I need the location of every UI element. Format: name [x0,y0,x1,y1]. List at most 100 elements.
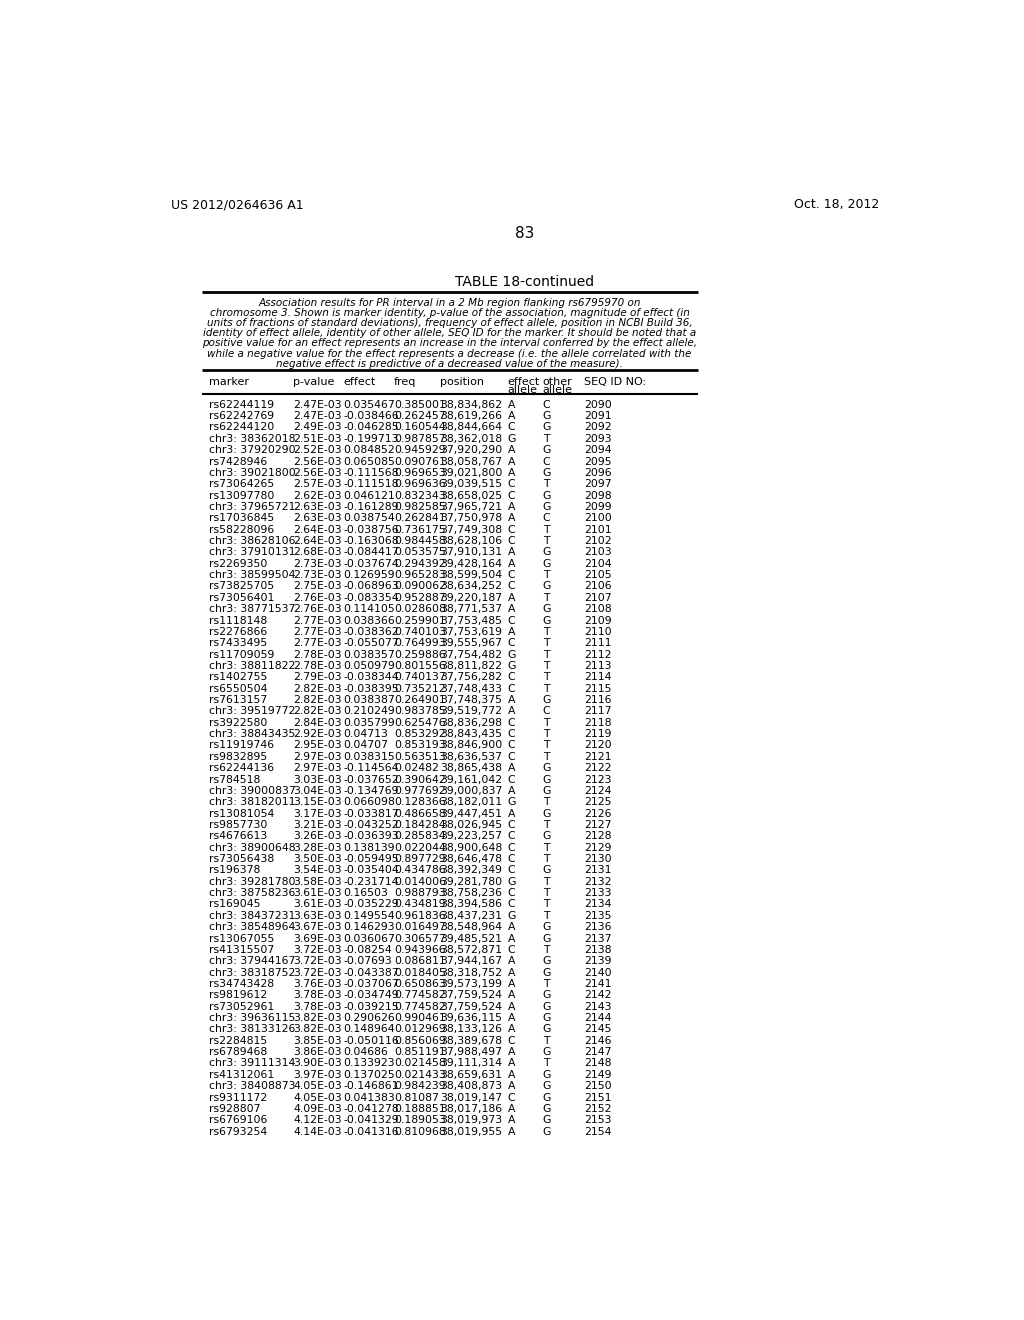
Text: chr3: 38628106: chr3: 38628106 [209,536,296,546]
Text: 38,389,678: 38,389,678 [440,1036,503,1045]
Text: 0.982585: 0.982585 [394,502,445,512]
Text: Oct. 18, 2012: Oct. 18, 2012 [794,198,879,211]
Text: 3.67E-03: 3.67E-03 [293,923,342,932]
Text: G: G [543,809,551,818]
Text: 0.160544: 0.160544 [394,422,445,433]
Text: G: G [543,605,551,614]
Text: 83: 83 [515,226,535,242]
Text: rs2276866: rs2276866 [209,627,267,636]
Text: G: G [543,548,551,557]
Text: 0.983785: 0.983785 [394,706,445,717]
Text: chr3: 38811822: chr3: 38811822 [209,661,296,671]
Text: 2135: 2135 [584,911,611,921]
Text: T: T [543,718,549,727]
Text: G: G [543,1115,551,1125]
Text: chr3: 38758236: chr3: 38758236 [209,888,296,898]
Text: 2.63E-03: 2.63E-03 [293,502,342,512]
Text: 0.764993: 0.764993 [394,639,445,648]
Text: G: G [543,411,551,421]
Text: T: T [543,945,549,954]
Text: G: G [543,785,551,796]
Text: -0.039215: -0.039215 [343,1002,399,1011]
Text: 38,619,266: 38,619,266 [440,411,503,421]
Text: G: G [543,990,551,1001]
Text: effect: effect [343,376,376,387]
Text: 3.69E-03: 3.69E-03 [293,933,342,944]
Text: T: T [543,842,549,853]
Text: -0.07693: -0.07693 [343,956,392,966]
Text: 3.61E-03: 3.61E-03 [293,888,342,898]
Text: 2111: 2111 [584,639,611,648]
Text: 2099: 2099 [584,502,611,512]
Text: 0.038754: 0.038754 [343,513,395,523]
Text: chr3: 38318752: chr3: 38318752 [209,968,296,978]
Text: G: G [543,1069,551,1080]
Text: 38,026,945: 38,026,945 [440,820,503,830]
Text: 0.138139: 0.138139 [343,842,395,853]
Text: 0.148964: 0.148964 [343,1024,395,1035]
Text: 3.86E-03: 3.86E-03 [293,1047,342,1057]
Text: A: A [508,411,515,421]
Text: Association results for PR interval in a 2 Mb region flanking rs6795970 on: Association results for PR interval in a… [258,298,641,308]
Text: 37,944,167: 37,944,167 [440,956,503,966]
Text: 2.56E-03: 2.56E-03 [293,467,342,478]
Text: A: A [508,1104,515,1114]
Text: 0.149554: 0.149554 [343,911,395,921]
Text: rs73052961: rs73052961 [209,1002,274,1011]
Text: rs34743428: rs34743428 [209,979,274,989]
Text: 2.51E-03: 2.51E-03 [293,434,342,444]
Text: G: G [543,696,551,705]
Text: 2.52E-03: 2.52E-03 [293,445,342,455]
Text: units of fractions of standard deviations), frequency of effect allele, position: units of fractions of standard deviation… [207,318,692,329]
Text: 0.853292: 0.853292 [394,729,445,739]
Text: A: A [508,1024,515,1035]
Text: A: A [508,513,515,523]
Text: A: A [508,1012,515,1023]
Text: C: C [508,729,515,739]
Text: 2.57E-03: 2.57E-03 [293,479,342,490]
Text: 0.306577: 0.306577 [394,933,445,944]
Text: A: A [508,785,515,796]
Text: 0.650863: 0.650863 [394,979,445,989]
Text: C: C [508,832,515,841]
Text: effect: effect [508,376,540,387]
Text: 38,658,025: 38,658,025 [440,491,503,500]
Text: -0.134769: -0.134769 [343,785,399,796]
Text: 0.021433: 0.021433 [394,1069,445,1080]
Text: C: C [508,899,515,909]
Text: T: T [543,593,549,603]
Text: 38,634,252: 38,634,252 [440,581,503,591]
Text: marker: marker [209,376,250,387]
Text: G: G [543,581,551,591]
Text: 38,811,822: 38,811,822 [440,661,503,671]
Text: rs1118148: rs1118148 [209,615,267,626]
Text: A: A [508,956,515,966]
Text: 2145: 2145 [584,1024,611,1035]
Text: allele: allele [508,385,538,395]
Text: -0.041278: -0.041278 [343,1104,399,1114]
Text: C: C [508,422,515,433]
Text: 2110: 2110 [584,627,611,636]
Text: 2.78E-03: 2.78E-03 [293,649,342,660]
Text: chr3: 39021800: chr3: 39021800 [209,467,296,478]
Text: 0.952887: 0.952887 [394,593,445,603]
Text: 2153: 2153 [584,1115,611,1125]
Text: 2142: 2142 [584,990,611,1001]
Text: 37,920,290: 37,920,290 [440,445,503,455]
Text: 0.965283: 0.965283 [394,570,445,579]
Text: 0.259886: 0.259886 [394,649,445,660]
Text: rs13081054: rs13081054 [209,809,274,818]
Text: 39,021,800: 39,021,800 [440,467,503,478]
Text: 3.61E-03: 3.61E-03 [293,899,342,909]
Text: T: T [543,979,549,989]
Text: C: C [508,1093,515,1102]
Text: 2.76E-03: 2.76E-03 [293,593,342,603]
Text: 2154: 2154 [584,1126,611,1137]
Text: G: G [508,911,516,921]
Text: G: G [543,491,551,500]
Text: 2133: 2133 [584,888,611,898]
Text: 38,758,236: 38,758,236 [440,888,503,898]
Text: 0.969653: 0.969653 [394,467,445,478]
Text: 0.264901: 0.264901 [394,696,445,705]
Text: T: T [543,672,549,682]
